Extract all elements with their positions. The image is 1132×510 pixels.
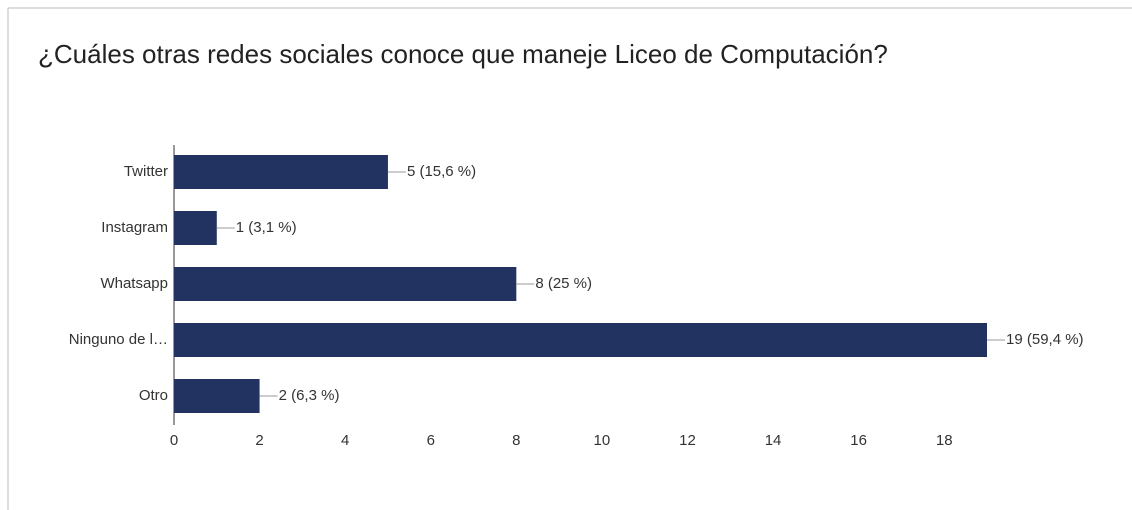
x-tick-label: 12	[679, 432, 696, 449]
bar	[174, 211, 217, 245]
y-tick-label: Twitter	[124, 163, 168, 180]
x-tick-label: 6	[427, 432, 435, 449]
value-label: 8 (25 %)	[535, 275, 592, 292]
bar	[174, 323, 987, 357]
value-label: 2 (6,3 %)	[279, 387, 340, 404]
y-tick-label: Ninguno de l…	[69, 331, 168, 348]
chart-title: ¿Cuáles otras redes sociales conoce que …	[38, 39, 888, 69]
x-tick-label: 16	[850, 432, 867, 449]
value-label: 19 (59,4 %)	[1006, 331, 1084, 348]
x-tick-label: 18	[936, 432, 953, 449]
y-tick-label: Whatsapp	[100, 275, 168, 292]
x-tick-label: 14	[765, 432, 782, 449]
value-label: 5 (15,6 %)	[407, 163, 476, 180]
bar	[174, 379, 260, 413]
x-tick-label: 10	[594, 432, 611, 449]
y-tick-label: Instagram	[101, 219, 168, 236]
bar	[174, 267, 517, 301]
x-tick-label: 0	[170, 432, 178, 449]
x-tick-label: 8	[512, 432, 520, 449]
x-tick-label: 2	[255, 432, 263, 449]
value-label: 1 (3,1 %)	[236, 219, 297, 236]
x-tick-label: 4	[341, 432, 349, 449]
y-tick-label: Otro	[139, 387, 168, 404]
bar	[174, 155, 388, 189]
